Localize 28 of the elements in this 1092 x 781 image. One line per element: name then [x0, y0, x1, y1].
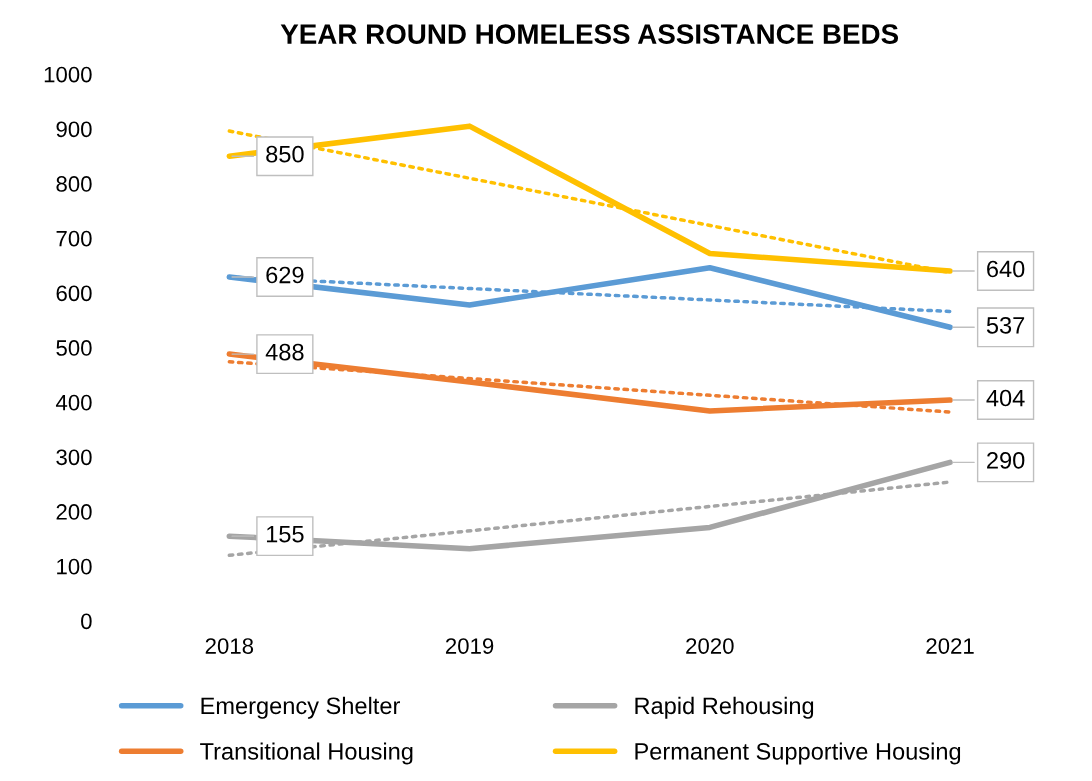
data-label: 629	[266, 266, 304, 284]
data-label: 290	[987, 451, 1025, 469]
x-tick-label: 2020	[686, 638, 734, 654]
x-tick-label: 2021	[926, 638, 974, 654]
data-label: 155	[266, 526, 304, 543]
y-tick-label: 700	[56, 230, 92, 247]
legend-label: Rapid Rehousing	[635, 696, 814, 719]
data-label: 404	[986, 389, 1025, 407]
data-label: 850	[266, 145, 304, 163]
legend-label: Transitional Housing	[200, 742, 413, 765]
x-tick-label: 2018	[205, 638, 254, 654]
data-label: 640	[987, 260, 1025, 278]
y-tick-label: 1000	[44, 66, 92, 83]
legend-label: Permanent Supportive Housing	[635, 742, 961, 765]
y-tick-label: 800	[56, 176, 92, 192]
y-tick-label: 100	[57, 558, 92, 575]
x-tick-label: 2019	[445, 638, 494, 654]
y-tick-label: 0	[81, 613, 92, 630]
data-label: 488	[265, 343, 304, 361]
y-tick-label: 500	[56, 340, 92, 356]
y-tick-label: 900	[56, 121, 92, 138]
chart-title: YEAR ROUND HOMELESS ASSISTANCE BEDS	[280, 24, 899, 44]
y-tick-label: 400	[55, 394, 92, 411]
legend-label: Emergency Shelter	[201, 696, 400, 719]
data-label: 537	[986, 316, 1025, 334]
y-tick-label: 600	[56, 285, 92, 302]
y-tick-label: 200	[56, 504, 92, 520]
y-tick-label: 300	[56, 449, 92, 466]
